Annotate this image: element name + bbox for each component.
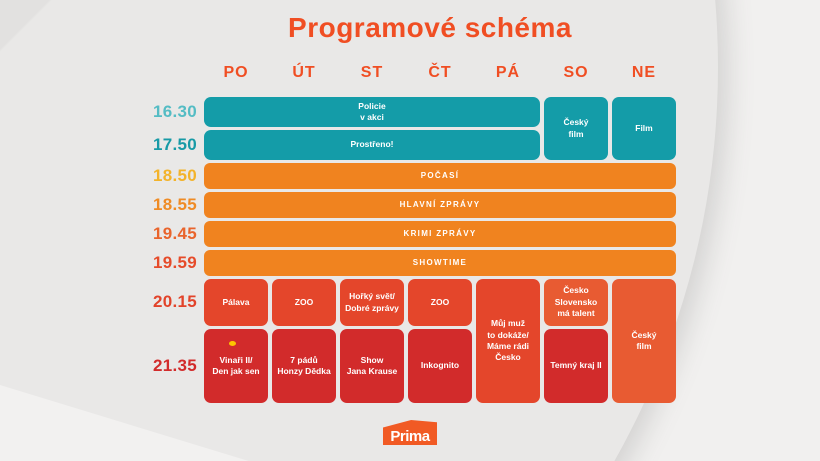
program-block-cesky-film-ne-vecer: Český film (612, 279, 676, 403)
program-block-7-padu-honzy-dedka: 7 pádů Honzy Dědka (272, 329, 336, 403)
program-block-cesky-film-so-odpoledne: Český film (544, 97, 608, 160)
program-block-temny-kraj: Temný kraj II (544, 329, 608, 403)
time-label-16-30: 16.30 (152, 102, 197, 121)
day-header-ne: NE (631, 64, 657, 81)
program-block-policie-v-akci: Policie v akci (204, 97, 540, 127)
time-label-19-45: 19.45 (152, 224, 197, 243)
program-grid: Policie v akci Český film Film Prostřeno! PO… (204, 97, 676, 403)
day-header-st: ST (360, 64, 384, 81)
program-block-hlavni-zpravy: HLAVNÍ ZPRÁVY (204, 192, 676, 218)
day-header-po: PO (223, 64, 249, 81)
program-block-palava: Pálava (204, 279, 268, 326)
program-block-show-jana-krause: Show Jana Krause (340, 329, 404, 403)
program-block-film-ne-odpoledne: Film (612, 97, 676, 160)
time-label-21-35: 21.35 (152, 356, 197, 375)
time-label-18-55: 18.55 (152, 195, 197, 214)
time-label-18-50: 18.50 (152, 166, 197, 185)
time-label-17-50: 17.50 (152, 135, 197, 154)
program-block-inkognito: Inkognito (408, 329, 472, 403)
background-corner-accent (0, 0, 170, 120)
program-block-zoo-ut: ZOO (272, 279, 336, 326)
time-label-19-59: 19.59 (152, 253, 197, 272)
program-block-pocasi: POČASÍ (204, 163, 676, 189)
program-block-muj-muz-to-dokaze-mame-radi-cesko: Můj muž to dokáže/ Máme rádi Česko (476, 279, 540, 403)
program-block-prostreno: Prostřeno! (204, 130, 540, 160)
program-block-vinari-den-jak-sen: Vinaři II/ Den jak sen (204, 329, 268, 403)
program-block-zoo-ct: ZOO (408, 279, 472, 326)
prima-logo-text: Prima (390, 427, 430, 445)
program-block-krimi-zpravy: KRIMI ZPRÁVY (204, 221, 676, 247)
day-header-row: PO ÚT ST ČT PÁ SO NE (204, 64, 676, 82)
day-header-pá: PÁ (495, 64, 521, 81)
yellow-dot-marker (229, 341, 236, 346)
day-header-čt: ČT (428, 64, 452, 81)
day-header-út: ÚT (292, 64, 316, 81)
program-block-horky-svet-dobre-zpravy: Hořký svět/ Dobré zprávy (340, 279, 404, 326)
program-block-cesko-slovensko-ma-talent: Česko Slovensko má talent (544, 279, 608, 326)
day-header-so: SO (563, 64, 589, 81)
prima-logo: Prima (383, 420, 437, 445)
page-title: Programové schéma (288, 12, 572, 43)
program-block-showtime: SHOWTIME (204, 250, 676, 276)
time-label-20-15: 20.15 (152, 292, 197, 311)
